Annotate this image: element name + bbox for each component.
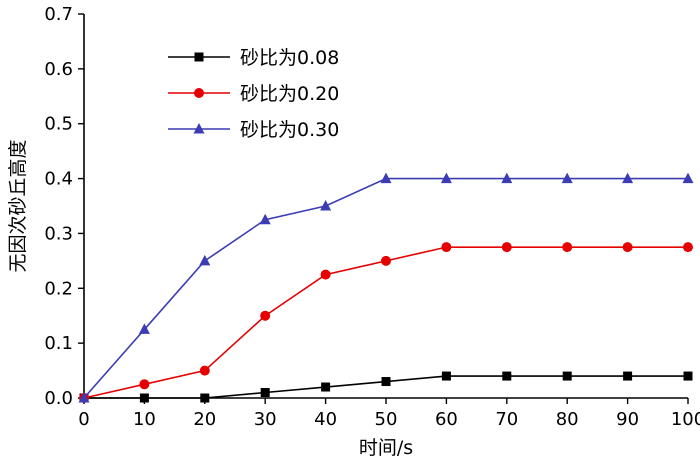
series-2-marker [138,323,150,334]
series-0-marker [623,371,633,381]
series-2-marker [380,172,392,184]
series-0-marker [381,377,391,387]
x-tick-label: 10 [133,409,156,430]
series-0-marker [562,371,572,381]
series-1-marker [562,242,573,253]
series-0-marker [502,371,512,381]
legend-label-0: 砂比为0.08 [240,47,339,69]
series-2-marker [320,200,332,211]
series-2-marker [501,172,513,184]
y-tick-label: 0.5 [44,114,73,135]
series-1-marker [683,242,693,253]
series-0-marker [321,382,331,392]
x-axis-title: 时间/s [359,437,413,459]
series-0-marker [441,371,451,381]
x-tick-label: 90 [616,409,639,430]
x-tick-label: 20 [193,409,216,430]
series-0-marker [260,388,270,398]
x-tick-label: 30 [254,409,277,430]
series-1-marker [320,269,331,280]
y-tick-label: 0.3 [44,223,73,244]
series-1-marker [139,379,150,390]
y-tick-label: 0.7 [44,4,73,25]
legend-label-1: 砂比为0.20 [240,83,339,105]
series-2-marker [78,392,90,403]
x-tick-label: 70 [495,409,518,430]
series-2-marker [199,254,211,266]
series-1-marker [622,242,633,253]
x-tick-label: 80 [556,409,579,430]
series-1-marker [501,242,512,253]
y-tick-label: 0.4 [44,169,73,190]
y-tick-label: 0.1 [44,333,73,354]
series-1-marker [381,255,391,266]
series-2-marker [440,172,452,184]
x-tick-label: 100 [671,409,700,430]
legend-marker-2 [193,123,205,134]
series-1-marker [199,365,210,376]
legend-label-2: 砂比为0.30 [240,119,339,141]
series-2-marker [622,172,634,184]
series-1-marker [441,242,452,253]
legend-marker-1 [194,88,204,98]
series-0-marker [200,393,210,403]
y-tick-label: 0.6 [44,59,73,80]
series-line-2 [83,177,688,399]
x-tick-label: 50 [375,409,398,430]
y-tick-label: 0.0 [44,388,73,409]
series-2-marker [561,172,573,184]
x-tick-label: 0 [78,409,89,430]
y-axis-title: 无因次砂丘高度 [7,139,29,272]
series-0-marker [139,393,149,403]
series-2-marker [259,213,271,225]
series-0-marker [683,371,693,381]
legend-marker-0 [194,52,204,62]
series-1-marker [260,310,271,321]
x-tick-label: 40 [314,409,337,430]
series-2-marker [682,172,694,184]
x-tick-label: 60 [435,409,458,430]
y-tick-label: 0.2 [44,278,73,299]
